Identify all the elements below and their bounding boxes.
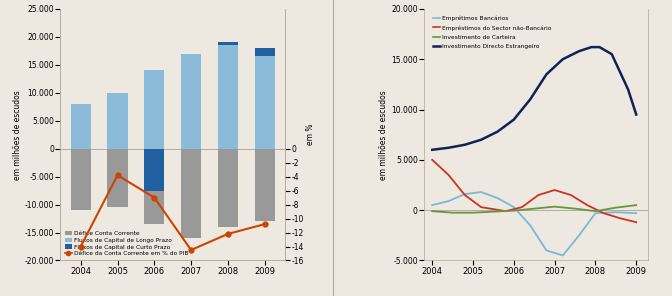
Y-axis label: em %: em % xyxy=(306,124,315,145)
Bar xyxy=(255,48,275,57)
Bar xyxy=(144,149,165,191)
Bar xyxy=(181,149,201,238)
Bar xyxy=(108,149,128,207)
Bar xyxy=(218,42,238,45)
Legend: Emprétimos Bancários, Empréstimos do Sector não-Bancário, Investimento de Cartei: Emprétimos Bancários, Empréstimos do Sec… xyxy=(431,14,552,50)
Bar xyxy=(71,149,91,210)
Bar xyxy=(255,149,275,221)
Y-axis label: em milhões de escudos: em milhões de escudos xyxy=(13,90,22,180)
Bar xyxy=(144,149,165,224)
Bar xyxy=(218,149,238,227)
Bar xyxy=(71,104,91,149)
Bar xyxy=(144,70,165,149)
Bar xyxy=(181,54,201,149)
Y-axis label: em milhões de escudos: em milhões de escudos xyxy=(380,90,388,180)
Legend: Défice Conta Corrente, Fluxos de Capital de Longo Prazo, Fluxos de Capital de Cu: Défice Conta Corrente, Fluxos de Capital… xyxy=(63,230,190,258)
Bar xyxy=(255,57,275,149)
Bar xyxy=(108,93,128,149)
Bar xyxy=(218,45,238,149)
